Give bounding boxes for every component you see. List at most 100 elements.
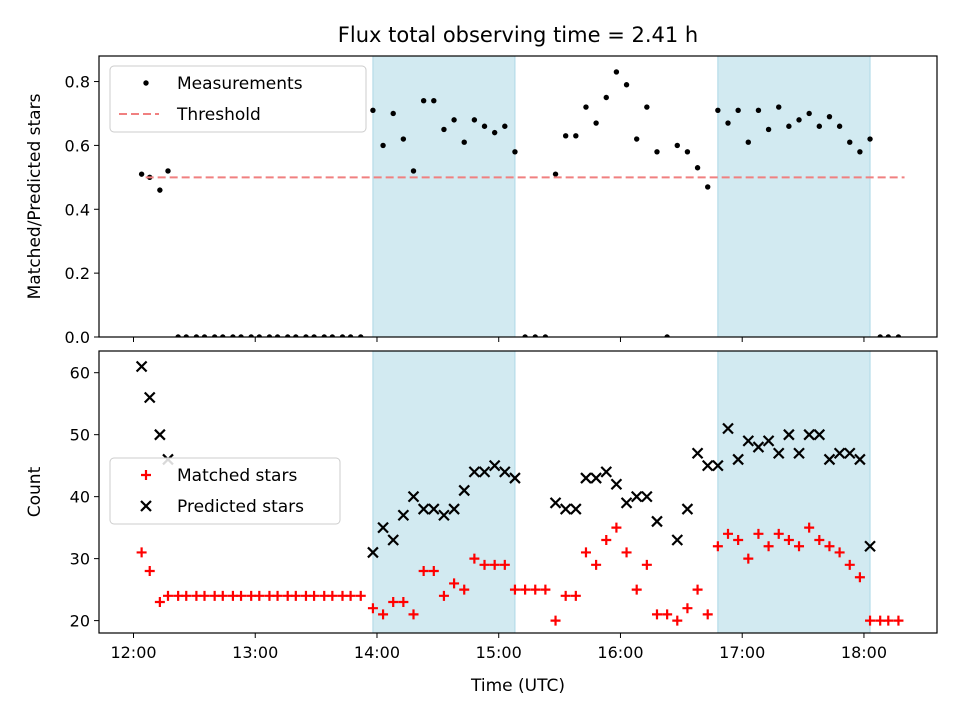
measurements-point <box>461 139 467 145</box>
legend-swatch <box>141 470 151 480</box>
predicted-stars-point <box>854 453 866 466</box>
matched-stars-point <box>631 584 642 595</box>
measurements-point <box>745 139 751 145</box>
measurements-point <box>633 136 640 142</box>
matched-stars-point <box>236 590 247 601</box>
matched-stars-point <box>309 590 320 601</box>
measurements-point <box>644 104 650 110</box>
top-panel: 0.0 0.2 0.4 0.6 0.8 Matched/Predicted stars Me… <box>25 55 938 347</box>
predicted-stars-point <box>681 503 694 515</box>
measurements-point <box>410 168 417 174</box>
predicted-stars-point <box>793 447 805 460</box>
x-tick-label: 16:00 <box>597 643 643 662</box>
measurements-point <box>715 107 721 113</box>
axes-frame <box>98 350 938 634</box>
measurements-point <box>603 94 609 101</box>
measurements-point <box>347 334 354 337</box>
measurements-point <box>157 187 163 193</box>
measurements-point <box>339 334 346 337</box>
predicted-stars-point <box>813 428 826 441</box>
matched-stars-point <box>136 547 147 558</box>
matched-stars-point <box>883 615 894 626</box>
matched-stars-point <box>834 547 845 558</box>
measurements-point <box>895 334 902 337</box>
predicted-stars-point <box>397 509 410 522</box>
measurements-point <box>654 149 660 155</box>
y-tick-label: 0.8 <box>65 73 90 92</box>
matched-stars-point <box>367 603 378 614</box>
matched-stars-point <box>814 535 825 546</box>
measurements-point <box>248 334 254 337</box>
matched-stars-point <box>733 535 744 546</box>
measurements-point <box>138 171 145 177</box>
measurements-point <box>256 334 262 337</box>
matched-stars-point <box>651 609 662 620</box>
matched-stars-point <box>408 609 419 620</box>
measurements-point <box>786 123 792 129</box>
predicted-stars-point <box>722 422 734 435</box>
predicted-stars-point <box>407 490 420 503</box>
matched-stars-point <box>520 584 531 595</box>
measurements-point <box>684 149 691 155</box>
y-tick-label: 20 <box>70 612 90 631</box>
measurements-point <box>857 149 863 155</box>
measurements-point <box>885 334 892 337</box>
legend-swatch <box>140 500 152 512</box>
legend-label: Threshold <box>176 105 261 125</box>
y-tick-label: 30 <box>70 550 90 569</box>
predicted-stars-point <box>590 472 602 484</box>
predicted-stars-point <box>712 459 724 472</box>
measurements-point <box>826 113 833 120</box>
measurements-point <box>593 120 599 126</box>
measurements-point <box>321 334 327 337</box>
measurements-point <box>694 165 701 171</box>
measurements-point <box>542 334 549 337</box>
matched-stars-point <box>611 522 622 533</box>
x-tick-label: 18:00 <box>841 643 887 662</box>
matched-stars-point <box>217 590 228 601</box>
predicted-stars-point <box>671 534 684 546</box>
legend-box <box>109 65 367 133</box>
measurements-point <box>816 123 823 129</box>
x-tick-label: 15:00 <box>476 643 522 662</box>
measurements-point <box>613 69 620 75</box>
matched-stars-point <box>509 584 520 595</box>
matched-stars-point <box>672 615 683 626</box>
predicted-stars-point <box>154 428 166 441</box>
matched-stars-point <box>743 553 754 564</box>
matched-stars-point <box>428 566 439 577</box>
predicted-stars-point <box>387 534 399 546</box>
matched-stars-point <box>398 597 409 608</box>
measurements-point <box>806 110 812 117</box>
shaded-interval-1 <box>372 55 516 338</box>
measurements-point <box>623 82 630 88</box>
legend-swatch <box>143 80 149 86</box>
matched-stars-point <box>824 541 835 552</box>
shaded-interval-1 <box>372 350 516 634</box>
measurements-point <box>664 334 670 337</box>
measurements-point <box>583 104 589 110</box>
measurements-point <box>431 98 437 104</box>
predicted-stars-point <box>610 478 623 491</box>
legend: Matched stars Predicted stars <box>109 457 341 525</box>
x-tick-label: 13:00 <box>232 643 278 662</box>
matched-stars-point <box>469 553 480 564</box>
predicted-stars-point <box>843 447 856 460</box>
matched-stars-point <box>154 597 165 608</box>
measurements-point <box>451 117 457 123</box>
predicted-stars-point <box>783 428 795 441</box>
x-axis-label: Time (UTC) <box>470 676 565 696</box>
measurements-point <box>238 334 244 337</box>
predicted-stars-point <box>701 459 714 472</box>
measurements-point <box>481 123 488 129</box>
predicted-stars-point <box>691 447 704 460</box>
measurements-point <box>220 334 226 337</box>
y-tick-label: 0.2 <box>65 264 90 283</box>
measurements-point <box>358 334 364 337</box>
predicted-stars-point <box>478 466 491 478</box>
predicted-stars-point <box>803 428 815 441</box>
y-tick-label: 0.0 <box>65 328 90 347</box>
matched-stars-point <box>540 584 551 595</box>
matched-stars-point <box>388 597 399 608</box>
